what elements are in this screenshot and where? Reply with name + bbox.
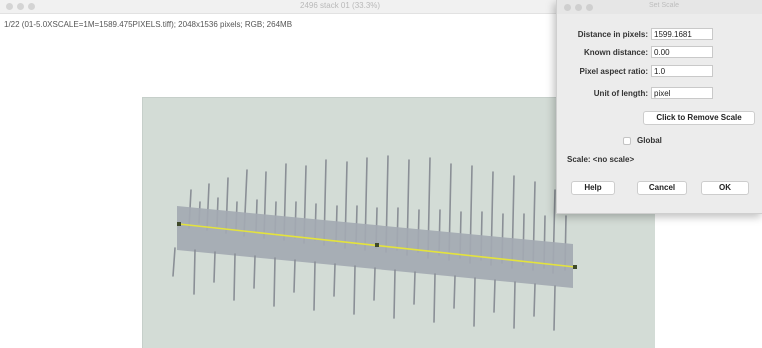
image-info-subtitle: 1/22 (01-5.0XSCALE=1M=1589.475PIXELS.tif… [4,20,293,29]
scale-status-text: Scale: <no scale> [567,155,635,164]
pixel-aspect-ratio-field[interactable]: 1.0 [651,65,713,77]
dialog-title: Set Scale [649,2,679,9]
cancel-button[interactable]: Cancel [637,181,687,195]
remove-scale-button[interactable]: Click to Remove Scale [643,111,755,125]
ruler-lower-ticks [172,247,556,331]
zoom-window-button[interactable] [28,3,35,10]
dialog-zoom-button[interactable] [586,4,593,11]
window-title: 2496 stack 01 (33.3%) [300,1,381,10]
known-distance-label: Known distance: [583,48,648,57]
dialog-titlebar[interactable]: Set Scale [557,0,762,14]
pixel-aspect-ratio-label: Pixel aspect ratio: [579,67,648,76]
global-label: Global [637,136,662,145]
dialog-close-button[interactable] [564,4,571,11]
selection-handle-end[interactable] [573,265,577,269]
global-checkbox[interactable] [623,137,631,145]
dialog-minimize-button[interactable] [575,4,582,11]
ok-button[interactable]: OK [701,181,749,195]
help-button[interactable]: Help [571,181,615,195]
known-distance-field[interactable]: 0.00 [651,46,713,58]
close-window-button[interactable] [6,3,13,10]
set-scale-dialog: Set Scale Distance in pixels: 1599.1681 … [556,0,762,214]
selection-handle-start[interactable] [177,222,181,226]
selection-handle-mid[interactable] [375,243,379,247]
distance-in-pixels-field[interactable]: 1599.1681 [651,28,713,40]
unit-of-length-field[interactable]: pixel [651,87,713,99]
minimize-window-button[interactable] [17,3,24,10]
distance-in-pixels-label: Distance in pixels: [577,30,648,39]
unit-of-length-label: Unit of length: [593,89,648,98]
